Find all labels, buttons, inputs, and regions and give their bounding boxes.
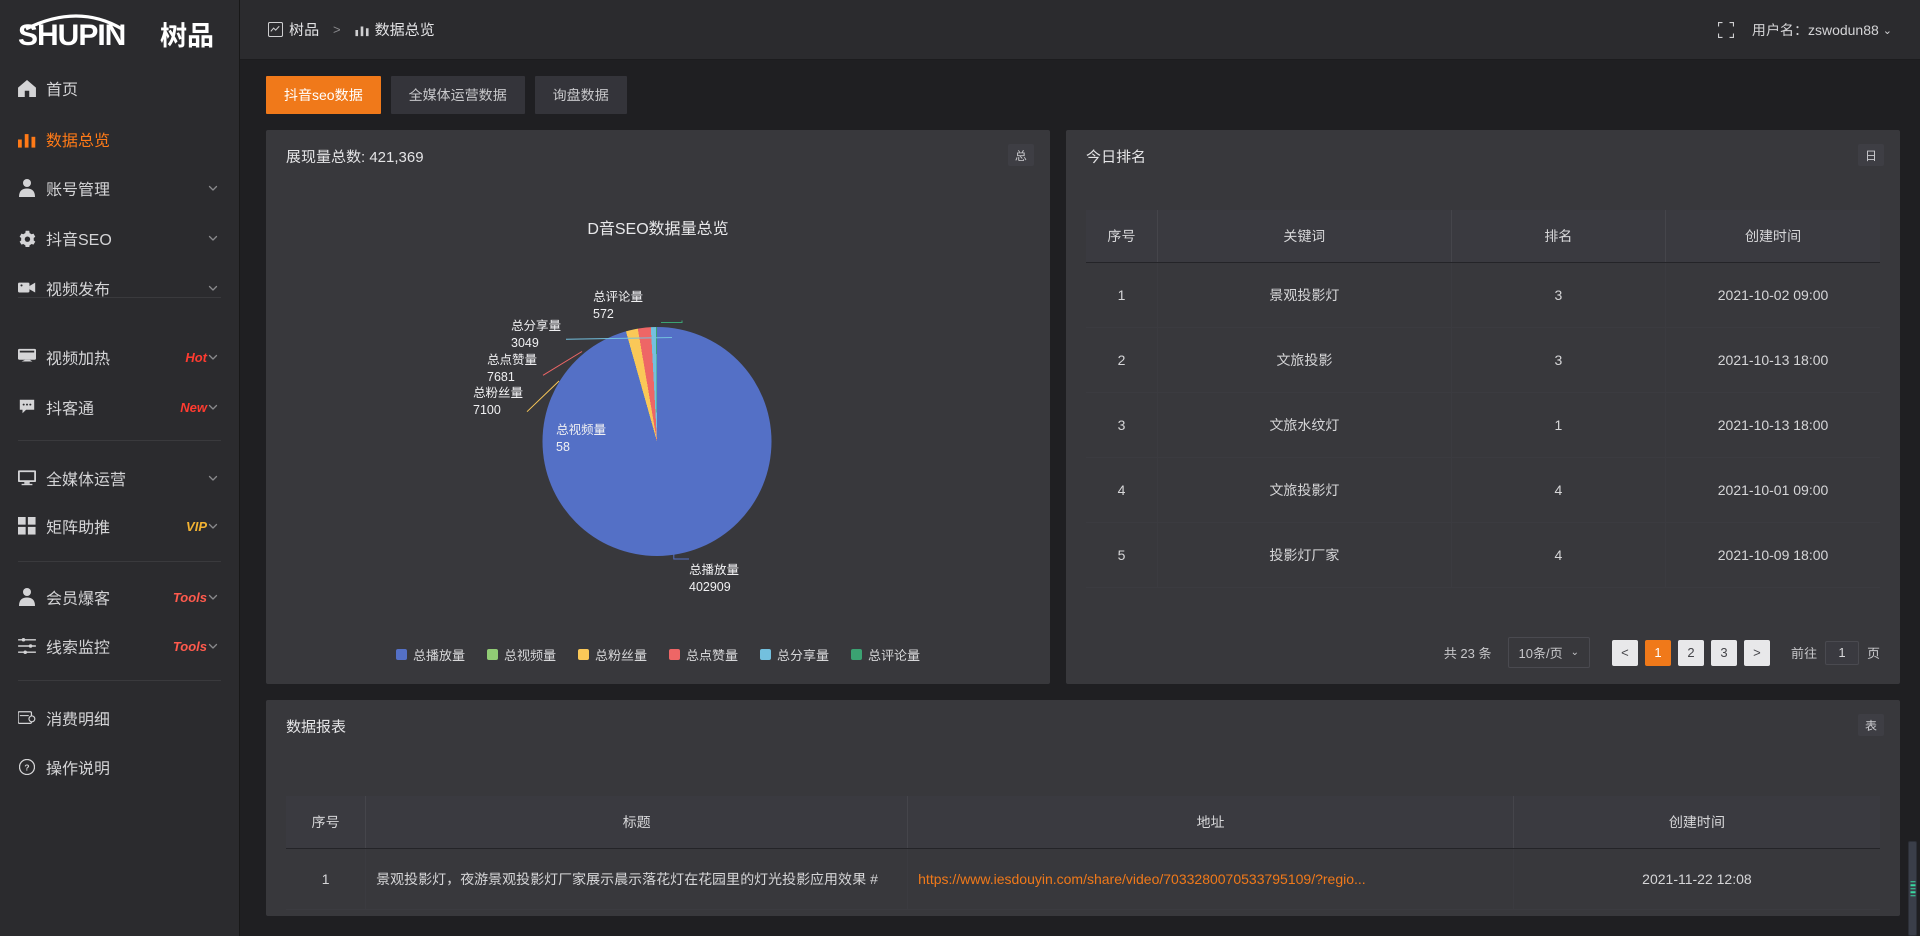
svg-text:?: ?	[24, 763, 29, 773]
